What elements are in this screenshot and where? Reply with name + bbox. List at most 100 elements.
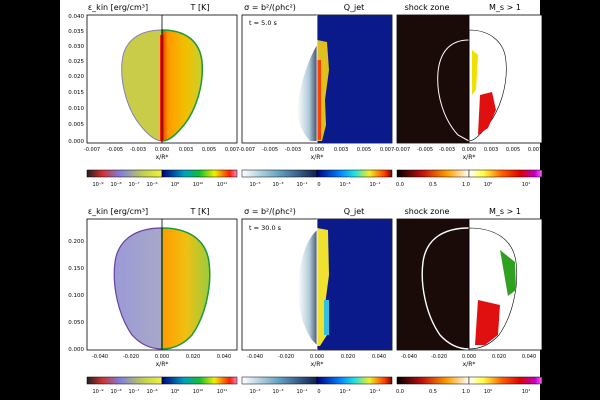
svg-text:10⁰: 10⁰	[484, 389, 492, 395]
temp-right-half	[161, 227, 211, 350]
svg-text:-0.005: -0.005	[107, 147, 123, 153]
svg-text:0.020: 0.020	[341, 354, 355, 360]
svg-text:0.040: 0.040	[217, 354, 231, 360]
colorbar-sigma	[241, 169, 318, 178]
x-axis-label: x/R*	[463, 154, 476, 161]
colorbar-ticks: 10⁻⁹ 10⁻⁸ 10⁻⁷ 10⁻⁶ 10⁹ 10¹⁰ 10¹¹ 10⁻⁵ 1…	[92, 389, 530, 395]
svg-text:0.050: 0.050	[68, 320, 84, 326]
svg-text:0.007: 0.007	[380, 147, 394, 153]
svg-text:10¹⁰: 10¹⁰	[193, 389, 203, 395]
svg-text:10⁹: 10⁹	[171, 182, 179, 188]
svg-text:0.100: 0.100	[68, 293, 84, 299]
ekin-left-half	[113, 227, 163, 350]
colorbar-shock	[396, 169, 470, 178]
mach-high-region	[475, 300, 500, 345]
colorbar-temp	[161, 376, 238, 385]
svg-text:10⁻⁹: 10⁻⁹	[92, 182, 103, 188]
svg-text:-0.005: -0.005	[417, 147, 433, 153]
svg-text:-0.007: -0.007	[394, 147, 410, 153]
panel-ekin-temp: z/R* 0.200 0.150 0.100 0.050 0.000 -0.04…	[48, 218, 238, 368]
svg-text:-0.020: -0.020	[278, 354, 294, 360]
svg-text:10⁻¹: 10⁻¹	[296, 182, 307, 188]
shock-background	[397, 15, 469, 143]
svg-text:0.000: 0.000	[462, 147, 476, 153]
svg-text:0.5: 0.5	[429, 389, 437, 395]
qjet-background	[317, 15, 392, 143]
svg-text:-0.003: -0.003	[130, 147, 146, 153]
right-frame-bar	[540, 0, 600, 400]
svg-text:10⁻⁸: 10⁻⁸	[110, 182, 121, 188]
svg-text:0.003: 0.003	[484, 147, 498, 153]
svg-text:-0.020: -0.020	[431, 354, 447, 360]
svg-text:10⁻³: 10⁻³	[272, 182, 283, 188]
svg-text:10⁻¹: 10⁻¹	[369, 182, 380, 188]
left-frame-bar	[0, 0, 60, 400]
svg-text:0.000: 0.000	[68, 347, 84, 353]
y-ticks: 0.040 0.035 0.030 0.025 0.020 0.015 0.01…	[68, 14, 84, 145]
svg-text:0.040: 0.040	[372, 354, 386, 360]
shock-front	[421, 227, 470, 350]
colorbar-mach	[468, 376, 543, 385]
svg-text:1.0: 1.0	[462, 182, 470, 188]
svg-text:-0.005: -0.005	[262, 147, 278, 153]
sigma-title: σ = b²/(ρhc²)	[244, 3, 296, 12]
shock-background	[397, 219, 469, 350]
x-ticks: -0.040 -0.020 0.000 0.020 0.040	[247, 354, 386, 360]
qjet-right-half	[317, 228, 329, 346]
mach-region	[468, 29, 507, 142]
colorbar-shock	[396, 376, 470, 385]
colorbar-ekin	[86, 376, 163, 385]
ekin-title: ε_kin [erg/cm³]	[88, 3, 148, 12]
x-ticks: -0.007 -0.005 -0.003 0.000 0.003 0.005 0…	[84, 147, 239, 153]
svg-text:10⁻⁶: 10⁻⁶	[146, 182, 157, 188]
svg-text:10¹¹: 10¹¹	[217, 389, 227, 395]
colorbars-row-2: 10⁻⁹ 10⁻⁸ 10⁻⁷ 10⁻⁶ 10⁹ 10¹⁰ 10¹¹ 10⁻⁵ 1…	[86, 376, 543, 395]
time-label: t = 5.0 s	[249, 19, 278, 27]
x-axis-label: x/R*	[311, 361, 324, 368]
panel-sigma-qjet: t = 5.0 s -0.007 -0.005 -0.003 0.000 0.0…	[239, 14, 394, 161]
svg-text:-0.003: -0.003	[439, 147, 455, 153]
svg-text:0.030: 0.030	[68, 44, 84, 50]
x-axis-label: x/R*	[311, 154, 324, 161]
sigma-left-half	[297, 45, 317, 141]
x-ticks: -0.040 -0.020 0.000 0.020 0.040	[401, 354, 536, 360]
svg-text:0.003: 0.003	[334, 147, 348, 153]
colorbar-sigma	[241, 376, 318, 385]
svg-text:0.003: 0.003	[179, 147, 193, 153]
panel-sigma-qjet: t = 30.0 s -0.040 -0.020 0.000 0.020 0.0…	[241, 218, 393, 368]
svg-text:10⁻¹: 10⁻¹	[369, 389, 380, 395]
svg-text:-0.040: -0.040	[401, 354, 417, 360]
svg-text:0.0: 0.0	[396, 389, 404, 395]
svg-text:10⁻⁹: 10⁻⁹	[92, 389, 103, 395]
ekin-left-half	[121, 29, 163, 142]
svg-text:0.025: 0.025	[68, 59, 84, 65]
svg-text:-0.040: -0.040	[92, 354, 108, 360]
svg-text:0.5: 0.5	[429, 182, 437, 188]
row-2: ε_kin [erg/cm³] T [K] σ = b²/(ρhc²) Q_je…	[48, 207, 543, 395]
y-axis-label: z/R*	[48, 276, 56, 291]
colorbar-temp	[161, 169, 238, 178]
svg-text:-0.040: -0.040	[247, 354, 263, 360]
svg-text:0.000: 0.000	[310, 147, 324, 153]
svg-text:10¹¹: 10¹¹	[217, 182, 227, 188]
mach-title: M_s > 1	[489, 207, 521, 216]
svg-text:0: 0	[317, 389, 320, 395]
svg-text:-0.007: -0.007	[239, 147, 255, 153]
svg-text:0.000: 0.000	[68, 139, 84, 145]
shock-title: shock zone	[405, 207, 450, 216]
svg-text:0.005: 0.005	[506, 147, 520, 153]
x-ticks: -0.040 -0.020 0.000 0.020 0.040	[92, 354, 231, 360]
svg-text:-0.020: -0.020	[123, 354, 139, 360]
x-axis-label: x/R*	[156, 361, 169, 368]
svg-text:0.020: 0.020	[186, 354, 200, 360]
svg-text:10¹⁰: 10¹⁰	[193, 182, 203, 188]
svg-text:0.005: 0.005	[68, 122, 84, 128]
colorbar-ekin	[86, 169, 163, 178]
panel-shock-mach: -0.007 -0.005 -0.003 0.000 0.003 0.005 0…	[394, 14, 543, 161]
y-ticks: 0.200 0.150 0.100 0.050 0.000	[68, 239, 84, 353]
svg-text:10⁻⁷: 10⁻⁷	[128, 182, 139, 188]
x-axis-label: x/R*	[463, 361, 476, 368]
svg-text:0.0: 0.0	[396, 182, 404, 188]
svg-text:0: 0	[317, 182, 320, 188]
svg-text:0.020: 0.020	[68, 74, 84, 80]
